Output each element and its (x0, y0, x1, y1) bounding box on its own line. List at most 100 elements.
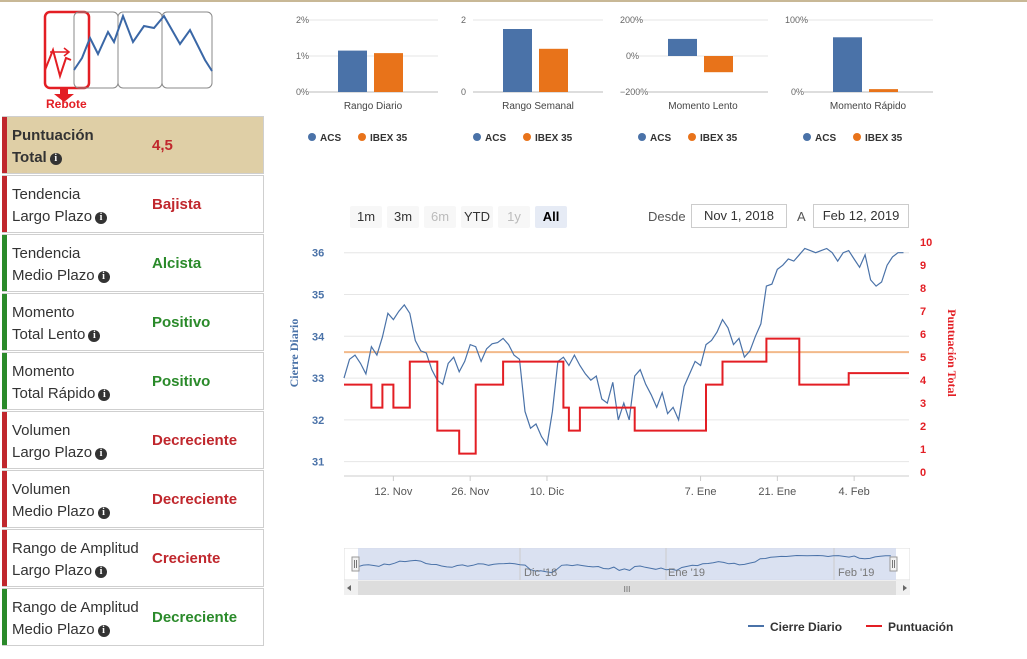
y-tick-label: 2% (296, 15, 309, 25)
range-button-6m: 6m (424, 206, 456, 228)
score-row: Volumen Largo Plazo i Decreciente (2, 411, 264, 469)
scrollbar-thumb[interactable] (358, 581, 896, 595)
data-point-puntuacion (886, 372, 888, 374)
data-point-cierre (409, 313, 411, 315)
info-icon[interactable]: i (95, 212, 108, 224)
top-divider (0, 0, 1027, 2)
info-icon[interactable]: i (95, 448, 108, 460)
data-point-cierre (365, 373, 367, 375)
score-indicator-bar (2, 294, 7, 350)
y-tick-label: 0 (461, 87, 466, 97)
mini-chart-rango-diario: 2% 1% 0% Rango Diario ACS IBEX 35 (296, 15, 438, 144)
data-point-puntuacion (371, 407, 373, 409)
navigator-handle-left[interactable] (351, 556, 360, 572)
data-point-puntuacion (678, 430, 680, 432)
data-point-cierre (903, 252, 905, 254)
legend-item-score[interactable]: Puntuación (866, 620, 953, 634)
y-tick-label: 33 (312, 373, 324, 385)
score-label-line1: Momento (12, 304, 75, 321)
rebote-logo: Rebote (43, 10, 213, 111)
range-button-1m[interactable]: 1m (350, 206, 382, 228)
data-point-cierre (793, 260, 795, 262)
bar-ibex (704, 56, 733, 73)
data-point-cierre (530, 427, 532, 429)
info-icon[interactable]: i (95, 566, 108, 578)
data-point-puntuacion (634, 430, 636, 432)
range-button-ytd[interactable]: YTD (461, 206, 493, 228)
data-point-cierre (535, 423, 537, 425)
score-indicator-bar (2, 176, 7, 232)
info-icon[interactable]: i (88, 330, 101, 342)
y2-tick-label: 1 (920, 444, 926, 456)
score-row: Rango de Amplitud Medio Plazo i Decreciente (2, 588, 264, 646)
x-tick-label: 7. Ene (685, 486, 717, 498)
scroll-left-icon[interactable] (347, 585, 351, 591)
score-label-line1: Volumen (12, 481, 71, 498)
legend-item-close[interactable]: Cierre Diario (748, 620, 842, 634)
info-icon[interactable]: i (97, 507, 110, 519)
series-cierre-diario (343, 247, 904, 447)
score-label-line1: Momento (12, 363, 75, 380)
bar-acs (833, 37, 862, 92)
score-value: Decreciente (152, 490, 238, 508)
scroll-right-icon[interactable] (903, 585, 907, 591)
data-point-cierre (749, 350, 751, 352)
data-point-cierre (881, 281, 883, 283)
data-point-puntuacion (705, 384, 707, 386)
data-point-puntuacion (848, 372, 850, 374)
data-point-cierre (469, 344, 471, 346)
score-label-line2: Total Lento (12, 326, 86, 343)
range-button-all[interactable]: All (535, 206, 567, 228)
score-value: Decreciente (152, 608, 238, 626)
score-indicator-bar (2, 471, 7, 527)
y-tick-label: 2 (461, 15, 466, 25)
from-date-input[interactable]: Nov 1, 2018 (691, 204, 787, 228)
x-tick-label: 21. Ene (758, 486, 796, 498)
legend-dot-icon (473, 133, 481, 141)
score-label-line2: Medio Plazo (12, 267, 95, 284)
data-point-puntuacion (568, 430, 570, 432)
data-point-cierre (541, 436, 543, 438)
data-point-cierre (415, 340, 417, 342)
score-row: Tendencia Largo Plazo i Bajista (2, 175, 264, 233)
data-point-puntuacion (475, 384, 477, 386)
data-point-cierre (672, 407, 674, 409)
data-point-cierre (711, 340, 713, 342)
x-tick-label: 10. Dic (530, 486, 565, 498)
data-point-puntuacion (436, 430, 438, 432)
info-icon[interactable]: i (49, 153, 62, 165)
data-point-cierre (617, 419, 619, 421)
navigator[interactable]: Dic '18 Ene '19 Feb '19 III (344, 548, 910, 596)
info-icon[interactable]: i (97, 271, 110, 283)
y2-tick-label: 7 (920, 306, 926, 318)
score-label-line1: Puntuación (12, 127, 94, 144)
data-point-cierre (519, 358, 521, 360)
range-button-3m[interactable]: 3m (387, 206, 419, 228)
data-point-cierre (382, 336, 384, 338)
data-point-puntuacion (579, 407, 581, 409)
data-point-cierre (612, 381, 614, 383)
data-point-puntuacion (798, 384, 800, 386)
data-point-cierre (475, 346, 477, 348)
navigator-label: Feb '19 (838, 567, 874, 579)
x-tick-label: 4. Feb (839, 486, 870, 498)
score-row: Volumen Medio Plazo i Decreciente (2, 470, 264, 528)
score-value: Positivo (152, 313, 211, 331)
navigator-handle-right[interactable] (889, 556, 898, 572)
mini-chart-rango-semanal: 2 0 Rango Semanal ACS IBEX 35 (461, 15, 603, 144)
info-icon[interactable]: i (97, 625, 110, 637)
data-point-puntuacion (875, 372, 877, 374)
scrollbar-grip-icon: III (624, 585, 631, 594)
data-point-cierre (870, 279, 872, 281)
score-label-line2: Total Rápido (12, 385, 96, 402)
data-point-cierre (705, 344, 707, 346)
data-point-cierre (425, 352, 427, 354)
bar-acs (503, 29, 532, 92)
data-point-cierre (508, 344, 510, 346)
legend-ibex-label: IBEX 35 (370, 133, 408, 144)
info-icon[interactable]: i (98, 389, 111, 401)
y2-tick-label: 8 (920, 283, 926, 295)
data-point-cierre (766, 285, 768, 287)
score-row: Puntuación Total i 4,5 (2, 116, 264, 174)
to-date-input[interactable]: Feb 12, 2019 (813, 204, 909, 228)
